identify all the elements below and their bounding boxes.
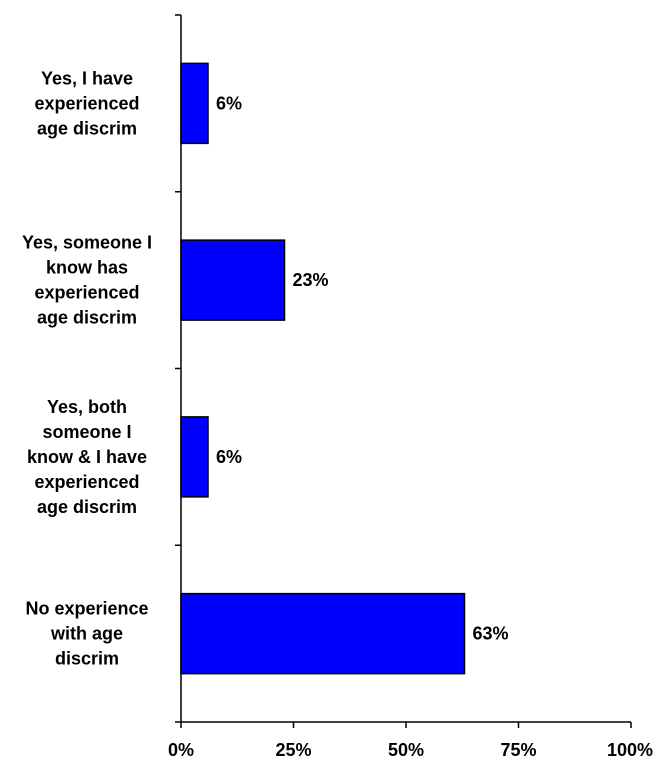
data-label: 23% xyxy=(293,270,329,290)
category-label-line: with age xyxy=(50,624,123,644)
bar xyxy=(180,62,209,145)
category-label: Yes, someone I know has experienced age dis… xyxy=(22,233,152,328)
x-tick-label: 0% xyxy=(168,740,194,760)
axes-layer xyxy=(175,14,632,728)
category-label-line: No experience xyxy=(25,599,148,619)
category-label-line: age discrim xyxy=(37,118,137,138)
x-tick-label: 100% xyxy=(607,740,653,760)
category-label-line: someone I xyxy=(42,422,131,442)
category-label-line: experienced xyxy=(34,283,139,303)
data-label: 6% xyxy=(216,447,242,467)
x-tick-label: 25% xyxy=(275,740,311,760)
category-label-line: know has xyxy=(46,258,128,278)
data-label: 63% xyxy=(473,624,509,644)
category-label-line: Yes, I have xyxy=(41,68,133,88)
bar xyxy=(180,239,286,321)
bars-layer xyxy=(180,62,466,675)
category-label-line: know & I have xyxy=(27,447,147,467)
data-label: 6% xyxy=(216,93,242,113)
category-label-line: Yes, both xyxy=(47,397,127,417)
category-label: Yes, I have experienced age discrim xyxy=(34,68,139,138)
category-label-line: Yes, someone I xyxy=(22,233,152,253)
bar xyxy=(180,592,466,675)
category-label: No experience with age discrim xyxy=(25,599,148,669)
category-label-line: experienced xyxy=(34,472,139,492)
x-tick-label: 75% xyxy=(500,740,536,760)
category-label: Yes, both someone I know & I have experienc… xyxy=(27,397,147,517)
category-label-line: age discrim xyxy=(37,308,137,328)
category-label-line: discrim xyxy=(55,649,119,669)
labels-layer: 6% Yes, I have experienced age discrim 23% Ye… xyxy=(22,68,653,760)
bar xyxy=(180,416,209,498)
category-label-line: age discrim xyxy=(37,497,137,517)
category-label-line: experienced xyxy=(34,93,139,113)
x-tick-label: 50% xyxy=(388,740,424,760)
